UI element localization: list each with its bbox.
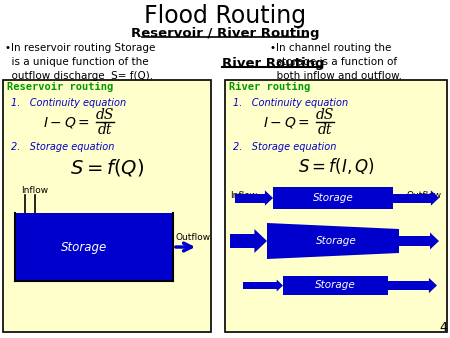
Text: 2.   Storage equation: 2. Storage equation: [233, 142, 337, 152]
Bar: [283, 276, 388, 295]
Text: Inflow: Inflow: [21, 186, 48, 195]
Bar: [15, 213, 173, 281]
Polygon shape: [430, 233, 439, 249]
Polygon shape: [277, 280, 283, 291]
Text: dS: dS: [96, 108, 114, 122]
Polygon shape: [267, 223, 399, 259]
Text: 1.   Continuity equation: 1. Continuity equation: [11, 98, 126, 108]
Polygon shape: [265, 190, 273, 206]
Bar: [225, 80, 447, 332]
Text: River routing: River routing: [229, 82, 310, 92]
Text: Storage: Storage: [315, 281, 356, 290]
Text: 2.   Storage equation: 2. Storage equation: [11, 142, 114, 152]
Text: 4: 4: [439, 321, 447, 334]
Bar: [230, 234, 259, 248]
Bar: [235, 193, 268, 202]
Bar: [243, 282, 279, 289]
Polygon shape: [431, 190, 439, 206]
Text: Outflow: Outflow: [407, 191, 442, 199]
Text: $\mathit{S} = \mathit{f}(\mathit{I},\mathit{Q})$: $\mathit{S} = \mathit{f}(\mathit{I},\mat…: [297, 156, 374, 176]
Text: dt: dt: [318, 123, 332, 137]
Text: $\mathit{I} - \mathit{Q} =$: $\mathit{I} - \mathit{Q} =$: [263, 115, 310, 129]
Text: Reservoir / River Routing: Reservoir / River Routing: [131, 26, 319, 40]
Text: Storage: Storage: [315, 236, 356, 246]
Text: •In reservoir routing Storage
  is a unique function of the
  outflow discharge : •In reservoir routing Storage is a uniqu…: [5, 43, 155, 81]
Bar: [393, 193, 434, 202]
Text: $\mathit{I} - \mathit{Q} =$: $\mathit{I} - \mathit{Q} =$: [43, 115, 90, 129]
Bar: [273, 187, 393, 209]
Text: Storage: Storage: [313, 193, 353, 203]
Text: 1.   Continuity equation: 1. Continuity equation: [233, 98, 348, 108]
Bar: [399, 236, 433, 246]
Text: Flood Routing: Flood Routing: [144, 4, 306, 28]
Text: Storage: Storage: [61, 241, 107, 254]
Polygon shape: [429, 278, 437, 293]
Text: dt: dt: [98, 123, 112, 137]
Bar: [3, 80, 211, 332]
Polygon shape: [254, 229, 267, 253]
Text: dS: dS: [316, 108, 334, 122]
Text: Reservoir routing: Reservoir routing: [7, 82, 113, 92]
Text: Inflow: Inflow: [230, 191, 257, 199]
Text: Outflow: Outflow: [175, 233, 210, 242]
Bar: [388, 281, 432, 290]
Text: •In channel routing the
  storage is a function of
  both inflow and outflow.: •In channel routing the storage is a fun…: [270, 43, 402, 81]
Text: $\mathit{S} = \mathit{f}(\mathit{Q})$: $\mathit{S} = \mathit{f}(\mathit{Q})$: [70, 158, 144, 178]
Text: River Routing: River Routing: [222, 56, 324, 70]
